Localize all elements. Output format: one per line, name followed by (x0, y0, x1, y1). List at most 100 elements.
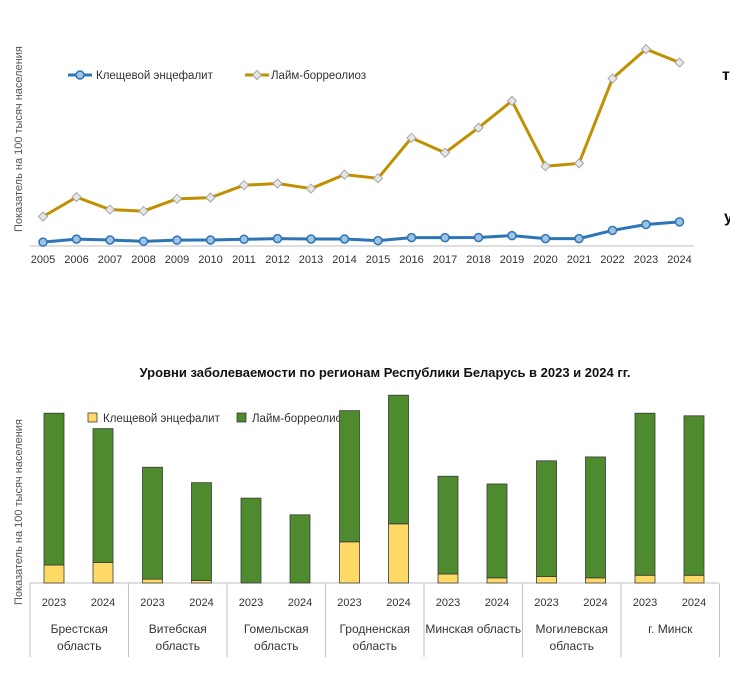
x-tick-label: 2010 (198, 254, 222, 266)
year-tick-label: 2024 (189, 597, 213, 609)
region-label: область (550, 639, 594, 653)
region-label: область (254, 639, 298, 653)
bar-chart-legend: Клещевой энцефалит Лайм-борреолиоз (87, 412, 347, 425)
region-label: Гродненская (339, 622, 410, 636)
year-tick-label: 2024 (485, 597, 509, 609)
bar-segment (486, 483, 508, 579)
bar-segment (585, 456, 606, 579)
x-tick-label: 2020 (533, 254, 557, 266)
legend-label: Лайм-борреолиоз (252, 413, 347, 425)
series-line (42, 47, 681, 218)
data-point (306, 234, 316, 244)
data-point (205, 192, 216, 203)
data-point (272, 233, 283, 244)
bar-segment (683, 574, 705, 584)
data-point (37, 211, 49, 222)
data-point (573, 158, 585, 169)
data-point (506, 95, 518, 107)
region-label: Гомельская (244, 622, 309, 636)
data-point (440, 232, 450, 243)
data-point (674, 217, 685, 227)
region-label: область (156, 639, 200, 653)
bar-segment (388, 523, 409, 584)
x-tick-label: 2023 (634, 254, 658, 266)
x-tick-label: 2008 (131, 254, 155, 266)
year-tick-label: 2023 (534, 597, 558, 609)
data-point (138, 236, 149, 247)
data-point (105, 235, 115, 245)
bar-segment (92, 562, 114, 584)
x-tick-label: 2024 (667, 254, 691, 266)
year-tick-label: 2023 (436, 597, 460, 609)
data-point (473, 122, 484, 133)
region-label: область (353, 639, 397, 653)
bar-segment (536, 576, 557, 584)
data-point (507, 230, 517, 241)
line-chart-series (37, 43, 685, 247)
data-point (674, 57, 685, 68)
x-tick-label: 2018 (466, 254, 490, 266)
bar-segment (142, 466, 163, 580)
bar-segment (536, 460, 557, 577)
bar-chart-y-axis-label: Показатель на 100 тысяч населения (13, 419, 25, 605)
x-tick-label: 2011 (232, 254, 256, 266)
line-chart: Показатель на 100 тысяч населения 2005 20… (13, 43, 730, 266)
legend-label: Лайм-борреолиоз (271, 70, 366, 82)
year-tick-label: 2023 (42, 597, 66, 609)
data-point (104, 204, 116, 215)
bar-chart-title: Уровни заболеваемости по регионам Респуб… (140, 365, 631, 380)
data-point (71, 191, 82, 203)
bar-segment (339, 410, 360, 543)
legend-label: Клещевой энцефалит (96, 70, 214, 82)
bar-segment (437, 475, 459, 575)
line-chart-legend: Клещевой энцефалит Лайм-борреолиоз (68, 69, 366, 82)
bar-chart: Уровни заболеваемости по регионам Респуб… (13, 365, 720, 657)
bar-segment (388, 394, 409, 525)
bar-segment (43, 564, 65, 584)
data-point (641, 219, 651, 230)
bar-segment (142, 578, 163, 584)
region-label: область (57, 639, 101, 653)
year-tick-label: 2024 (583, 597, 607, 609)
legend-marker (251, 69, 263, 81)
bar-segment (683, 415, 705, 576)
bar-segment (634, 574, 656, 584)
data-point (439, 147, 451, 158)
data-point (574, 233, 584, 244)
data-point (339, 169, 350, 180)
x-tick-label: 2012 (265, 254, 289, 266)
x-tick-label: 2009 (165, 254, 189, 266)
data-point (607, 73, 618, 84)
data-point (71, 234, 82, 244)
data-point (640, 43, 652, 55)
bar-segment (339, 541, 360, 584)
legend-swatch (236, 412, 247, 423)
data-point (239, 234, 249, 245)
data-point (406, 132, 417, 144)
data-point (540, 233, 551, 244)
x-tick-label: 2017 (433, 254, 457, 266)
x-tick-label: 2015 (366, 254, 390, 266)
bar-segment (634, 412, 656, 576)
x-tick-label: 2014 (332, 254, 356, 266)
year-tick-label: 2024 (386, 597, 410, 609)
legend-swatch (87, 412, 98, 423)
bar-segment (437, 573, 459, 584)
x-tick-label: 2022 (600, 254, 624, 266)
year-tick-label: 2023 (140, 597, 164, 609)
x-tick-label: 2021 (567, 254, 591, 266)
bar-segment (289, 514, 311, 584)
bar-chart-category-axis: 2023 2024 Брестская область 2023 2024 Витебска… (29, 583, 720, 657)
data-point (205, 235, 216, 245)
year-tick-label: 2023 (239, 597, 263, 609)
bar-segment (240, 497, 262, 584)
year-tick-label: 2024 (91, 597, 115, 609)
x-tick-label: 2019 (500, 254, 524, 266)
data-point (238, 180, 250, 191)
bar-chart-bars (43, 394, 705, 584)
region-label: Могилевская (536, 622, 609, 636)
x-tick-label: 2013 (299, 254, 323, 266)
bar-segment (92, 428, 114, 563)
x-tick-label: 2016 (399, 254, 423, 266)
data-point (38, 237, 48, 247)
